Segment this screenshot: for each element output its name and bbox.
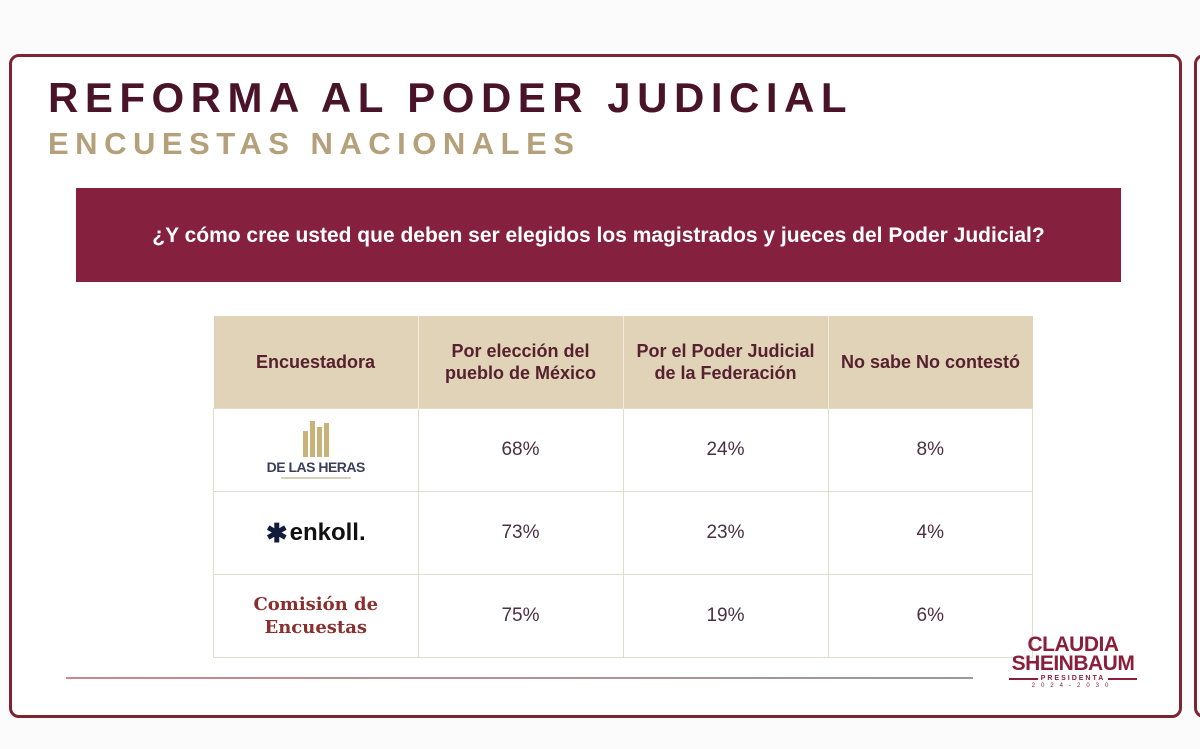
- slide-title: REFORMA AL PODER JUDICIAL: [48, 74, 853, 121]
- enkoll-logo: ✱ enkoll.: [215, 519, 417, 547]
- pollster-cell: DE LAS HERAS: [213, 408, 419, 492]
- brand-line-1: CLAUDIA: [1027, 633, 1120, 656]
- value-eleccion-pueblo: 68%: [417, 408, 624, 492]
- question-text: ¿Y cómo cree usted que deben ser elegido…: [152, 223, 1045, 247]
- pollster-cell: Comisión de Encuestas: [213, 574, 419, 658]
- de-las-heras-tagline: [280, 477, 351, 479]
- header-pollster: Encuestadora: [213, 316, 419, 409]
- table-header-row: Encuestadora Por elección del pueblo de …: [213, 316, 1033, 409]
- header-eleccion-pueblo: Por elección del pueblo de México: [418, 316, 624, 409]
- value-eleccion-pueblo: 73%: [417, 491, 624, 575]
- pollster-cell: ✱ enkoll.: [213, 491, 419, 575]
- value-no-sabe: 4%: [827, 491, 1033, 575]
- brand-line-4: 2024-2030: [1031, 683, 1115, 689]
- brand-line-3: PRESIDENTA: [1009, 675, 1137, 682]
- value-no-sabe: 8%: [827, 408, 1033, 492]
- value-eleccion-pueblo: 75%: [417, 574, 624, 658]
- slide-subtitle: ENCUESTAS NACIONALES: [48, 126, 581, 161]
- question-banner: ¿Y cómo cree usted que deben ser elegido…: [76, 188, 1121, 282]
- de-las-heras-logo: DE LAS HERAS: [215, 421, 417, 479]
- de-las-heras-name: DE LAS HERAS: [266, 459, 366, 475]
- de-las-heras-mark-icon: [302, 421, 329, 457]
- brand-line-2: SHEINBAUM: [1011, 652, 1135, 675]
- table-row: DE LAS HERAS 68% 24% 8%: [213, 408, 1033, 492]
- value-poder-judicial: 24%: [622, 408, 829, 492]
- claudia-sheinbaum-logo: CLAUDIA SHEINBAUM PRESIDENTA 2024-2030: [1009, 633, 1137, 689]
- slide-frame: REFORMA AL PODER JUDICIAL ENCUESTAS NACI…: [9, 54, 1182, 718]
- table-row: ✱ enkoll. 73% 23% 4%: [213, 491, 1033, 575]
- header-poder-judicial: Por el Poder Judicial de la Federación: [623, 316, 829, 409]
- enkoll-mark-icon: ✱: [265, 518, 288, 548]
- table-row: Comisión de Encuestas 75% 19% 6%: [213, 574, 1033, 658]
- header-no-sabe: No sabe No contestó: [828, 316, 1033, 409]
- value-no-sabe: 6%: [827, 574, 1033, 658]
- next-slide-edge: [1194, 54, 1200, 718]
- value-poder-judicial: 23%: [622, 491, 829, 575]
- comision-de-encuestas-logo: Comisión de Encuestas: [253, 594, 379, 638]
- value-poder-judicial: 19%: [622, 574, 829, 658]
- footer-divider: [66, 677, 973, 679]
- enkoll-name: enkoll.: [289, 519, 366, 546]
- poll-results-table: Encuestadora Por elección del pueblo de …: [213, 316, 1033, 658]
